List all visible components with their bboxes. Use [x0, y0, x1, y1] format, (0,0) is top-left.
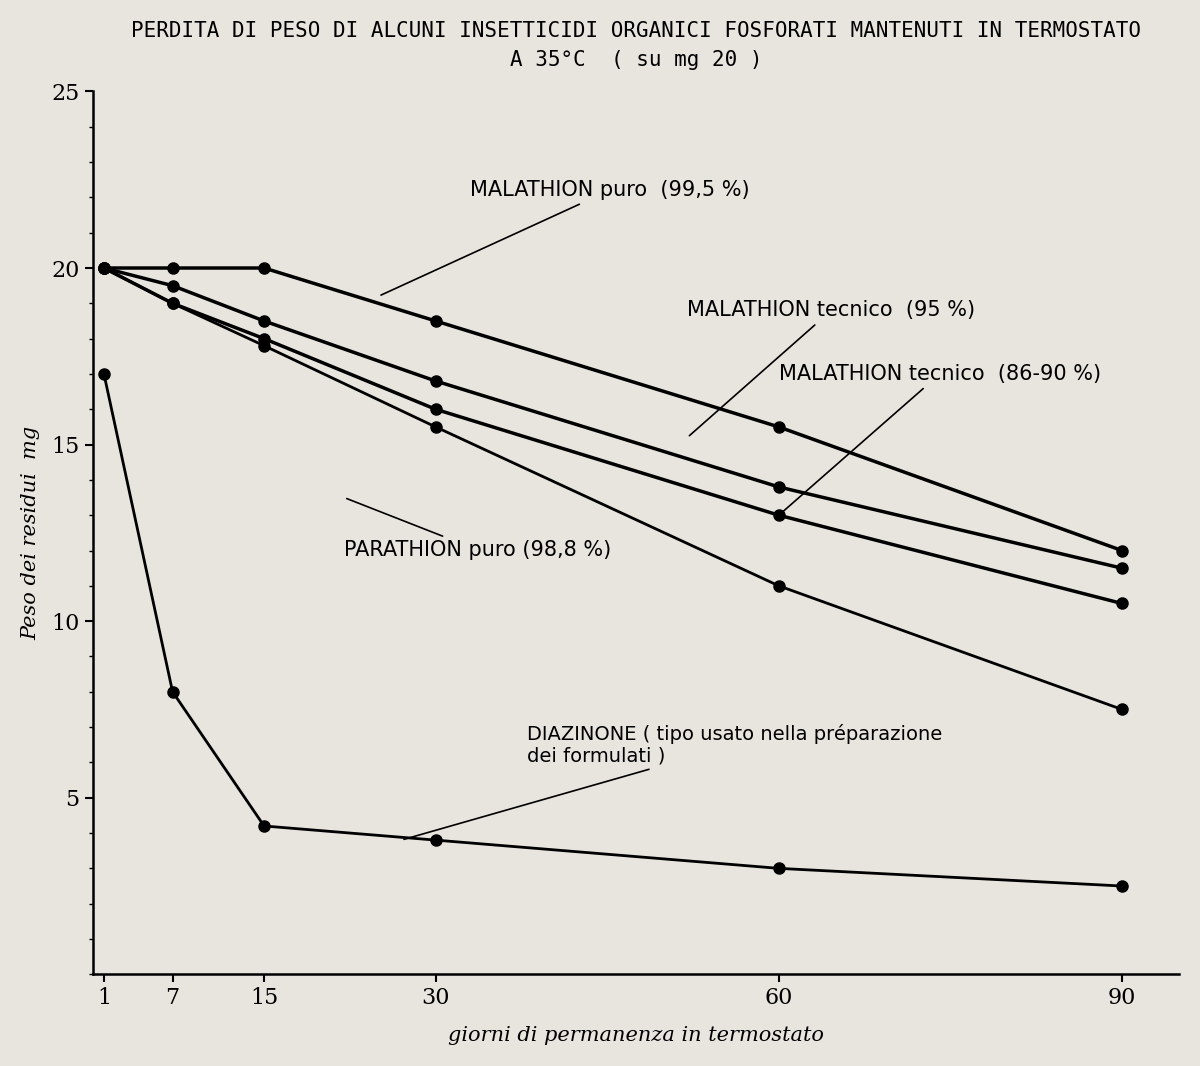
Text: MALATHION puro  (99,5 %): MALATHION puro (99,5 %)	[380, 180, 750, 295]
Text: MALATHION tecnico  (86-90 %): MALATHION tecnico (86-90 %)	[779, 364, 1100, 514]
Y-axis label: Peso dei residui  mg: Peso dei residui mg	[20, 425, 40, 640]
Text: DIAZINONE ( tipo usato nella préparazione
dei formulati ): DIAZINONE ( tipo usato nella préparazion…	[404, 724, 942, 839]
X-axis label: giorni di permanenza in termostato: giorni di permanenza in termostato	[448, 1027, 824, 1045]
Text: MALATHION tecnico  (95 %): MALATHION tecnico (95 %)	[688, 301, 976, 436]
Title: PERDITA DI PESO DI ALCUNI INSETTICIDI ORGANICI FOSFORATI MANTENUTI IN TERMOSTATO: PERDITA DI PESO DI ALCUNI INSETTICIDI OR…	[131, 21, 1141, 70]
Text: PARATHION puro (98,8 %): PARATHION puro (98,8 %)	[344, 499, 612, 560]
